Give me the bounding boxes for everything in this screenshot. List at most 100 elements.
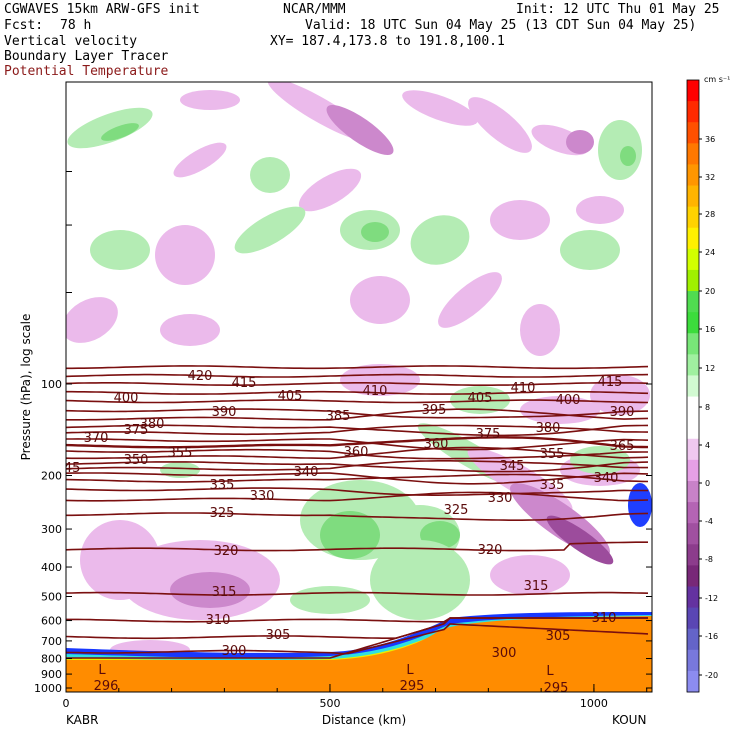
theta-contour-345 xyxy=(66,472,649,485)
contour-label: 305 xyxy=(266,628,291,643)
colorbar-swatch xyxy=(687,670,699,693)
colorbar-swatch xyxy=(687,417,699,440)
contour-label: 310 xyxy=(592,611,617,626)
contour-label: 330 xyxy=(488,491,513,506)
contour-label: 330 xyxy=(250,489,275,504)
field-potential-temperature: Potential Temperature xyxy=(4,64,169,79)
x-tick-label: 1000 xyxy=(580,697,608,710)
contour-label: 380 xyxy=(536,421,561,436)
contour-label: 335 xyxy=(540,478,565,493)
colorbar: 36 32 28 24 20 16 12 8 4 0 -4 -8 -12 -16 -20 xyxy=(686,79,718,693)
velocity-cell xyxy=(560,230,620,270)
tracer-orange xyxy=(66,616,652,692)
colorbar-swatch xyxy=(687,502,699,524)
theta-contour-315 xyxy=(66,591,649,596)
colorbar-label: -4 xyxy=(705,517,713,526)
y-tick-label: 600 xyxy=(41,615,62,628)
theta-contour-340 xyxy=(66,473,649,483)
colorbar-swatch xyxy=(687,143,699,165)
colorbar-swatch xyxy=(687,480,699,503)
colorbar-swatch xyxy=(687,291,699,313)
colorbar-frame xyxy=(686,79,700,693)
colorbar-label: 4 xyxy=(705,441,710,450)
field-boundary-layer-tracer: Boundary Layer Tracer xyxy=(4,49,169,64)
velocity-cell xyxy=(598,120,642,180)
velocity-cell xyxy=(80,520,160,600)
colorbar-label: 20 xyxy=(705,287,715,296)
contour-label: 405 xyxy=(468,391,493,406)
velocity-cell xyxy=(468,97,532,153)
contour-label: 300 xyxy=(492,646,517,661)
y-tick-label: 800 xyxy=(41,653,62,666)
colorbar-swatch xyxy=(687,523,699,545)
theta-contour-370 xyxy=(66,436,649,449)
colorbar-swatch xyxy=(687,354,699,376)
y-tick-label: 100 xyxy=(41,378,62,391)
contour-label: 400 xyxy=(556,393,581,408)
colorbar-swatch xyxy=(687,164,699,187)
x-tick-label: 0 xyxy=(63,697,70,710)
contour-label: 310 xyxy=(206,613,231,628)
colorbar-swatch xyxy=(687,333,699,355)
velocity-cell xyxy=(155,225,215,285)
colorbar-swatch xyxy=(687,649,699,672)
velocity-cell xyxy=(67,107,153,149)
contour-label: 295 xyxy=(544,681,569,696)
velocity-cell xyxy=(361,222,389,242)
y-tick-label: 200 xyxy=(41,470,62,483)
velocity-cell xyxy=(576,196,624,224)
y-axis-title: Pressure (hPa), log scale xyxy=(19,314,33,461)
velocity-field xyxy=(66,82,652,660)
colorbar-swatch xyxy=(687,206,699,229)
colorbar-label: 24 xyxy=(705,248,715,257)
velocity-cell xyxy=(438,272,502,328)
velocity-cell xyxy=(520,304,560,356)
left-station: KABR xyxy=(66,713,98,727)
theta-contour-295 xyxy=(66,617,648,659)
velocity-cell xyxy=(590,375,650,415)
contour-label: 395 xyxy=(422,403,447,418)
colorbar-swatch xyxy=(687,586,699,609)
contour-label: 340 xyxy=(594,471,619,486)
colorbar-swatch xyxy=(687,375,699,398)
theta-contour-375 xyxy=(66,438,649,451)
y-tick-label: 700 xyxy=(41,635,62,648)
contour-label: 420 xyxy=(188,369,213,384)
velocity-cell xyxy=(298,168,362,212)
velocity-cell xyxy=(370,540,470,620)
colorbar-swatch xyxy=(687,544,699,566)
contour-label: 355 xyxy=(540,447,565,462)
contour-label: 390 xyxy=(610,405,635,420)
theta-contour-330 xyxy=(66,491,649,502)
colorbar-label: 12 xyxy=(705,364,715,373)
velocity-cell xyxy=(90,230,150,270)
x-tick-label: 500 xyxy=(319,697,340,710)
velocity-cell xyxy=(402,90,478,126)
velocity-cell xyxy=(326,105,394,155)
init-time: Init: 12 UTC Thu 01 May 25 xyxy=(516,2,720,17)
theta-contour-360 xyxy=(66,446,649,460)
theta-contour-420 xyxy=(66,365,649,370)
velocity-cell xyxy=(234,206,306,254)
velocity-cell xyxy=(173,142,227,178)
colorbar-swatch xyxy=(687,607,699,630)
org-label: NCAR/MMM xyxy=(283,2,346,17)
model-title: CGWAVES 15km ARW-GFS init xyxy=(4,2,200,17)
colorbar-swatch xyxy=(687,396,699,419)
theta-contour-380 xyxy=(66,424,649,436)
contour-label: 360 xyxy=(344,445,369,460)
velocity-cell xyxy=(350,276,410,324)
velocity-cell xyxy=(620,146,636,166)
contour-label: 325 xyxy=(444,503,469,518)
colorbar-swatch xyxy=(687,312,699,334)
colorbar-swatch xyxy=(687,185,699,208)
theta-contour-400 xyxy=(66,399,649,404)
x-axis-title: Distance (km) xyxy=(322,713,406,727)
contour-label: 415 xyxy=(232,376,257,391)
velocity-cell xyxy=(546,515,614,565)
contour-label: 405 xyxy=(278,389,303,404)
contour-label: 315 xyxy=(524,579,549,594)
right-station: KOUN xyxy=(612,713,646,727)
